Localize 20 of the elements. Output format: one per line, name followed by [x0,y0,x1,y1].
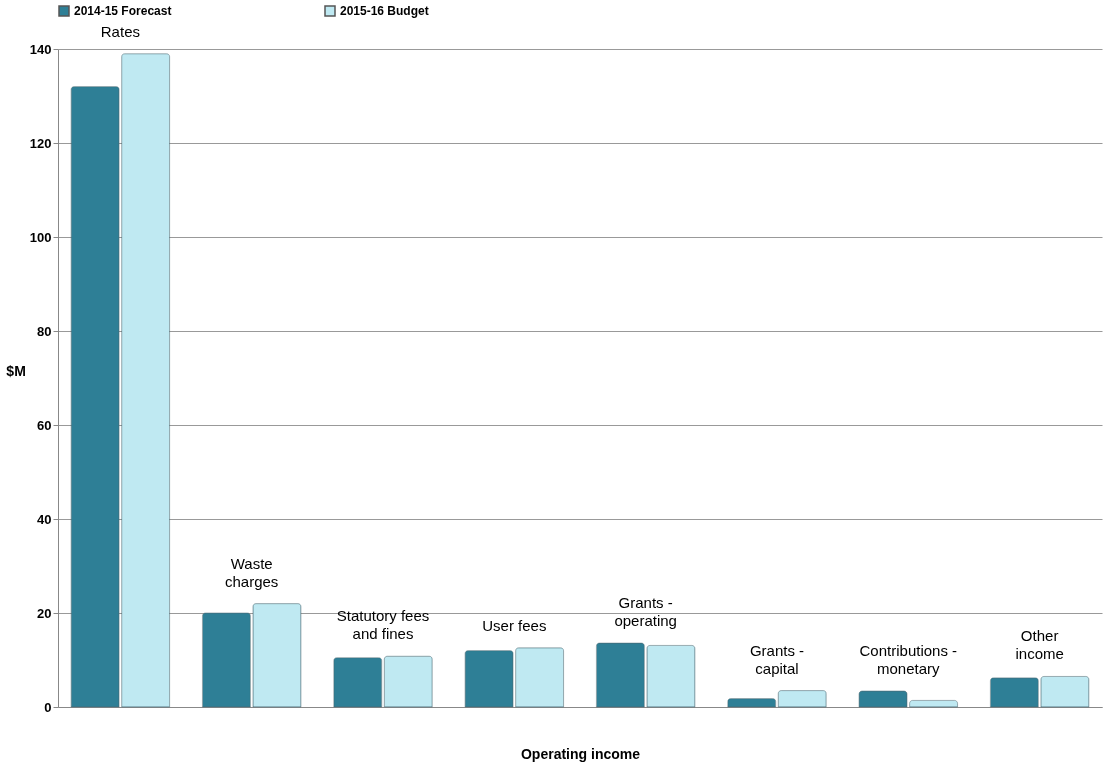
x-tick-label: Statutory fees and fines [336,607,430,643]
y-tick-label: 100 [29,229,52,245]
x-tick-label: Grants - capital [749,641,805,677]
y-tick-label: 0 [44,699,52,715]
y-tick-label: 60 [37,417,52,433]
y-axis-title: $M [6,362,26,379]
y-tick-label: 140 [29,41,52,57]
x-axis-title: Operating income [520,745,641,762]
y-tick-label: 80 [37,323,52,339]
x-tick-label: Other income [1015,627,1064,663]
legend-label: 2014-15 Forecast [74,4,172,18]
y-tick-label: 120 [29,135,52,151]
y-tick-label: 20 [37,605,52,621]
x-tick-label: Contributions - monetary [859,642,958,678]
x-tick-label: Waste charges [225,554,279,590]
x-tick-label: Grants - operating [614,594,677,630]
legend-label: 2015-16 Budget [340,4,429,18]
y-tick-label: 40 [37,511,52,527]
x-tick-label: User fees [482,616,547,634]
x-tick-label: Rates [100,22,140,40]
